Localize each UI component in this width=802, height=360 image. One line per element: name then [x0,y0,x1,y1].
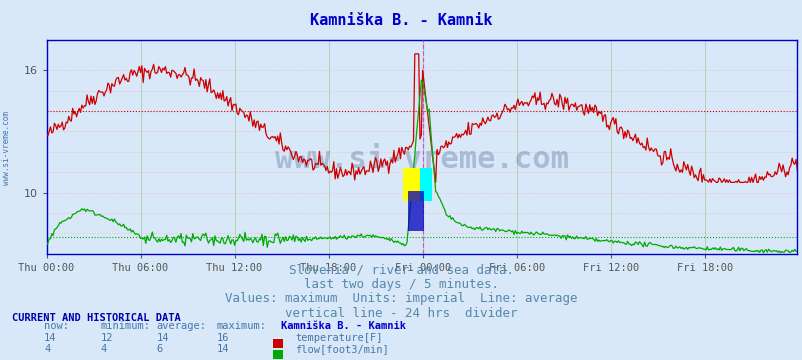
Text: 14: 14 [217,344,229,354]
Text: flow[foot3/min]: flow[foot3/min] [295,344,389,354]
Text: 12: 12 [100,333,113,343]
Text: maximum:: maximum: [217,321,266,332]
Text: 4: 4 [44,344,51,354]
Bar [407,190,423,231]
Bar [419,168,431,201]
Text: last two days / 5 minutes.: last two days / 5 minutes. [304,278,498,291]
Bar [403,168,419,201]
Text: CURRENT AND HISTORICAL DATA: CURRENT AND HISTORICAL DATA [12,313,180,323]
Text: www.si-vreme.com: www.si-vreme.com [2,111,11,185]
Text: minimum:: minimum: [100,321,150,332]
Text: 14: 14 [156,333,169,343]
Text: now:: now: [44,321,69,332]
Text: 16: 16 [217,333,229,343]
Text: 14: 14 [44,333,57,343]
Text: Slovenia / river and sea data.: Slovenia / river and sea data. [289,264,513,276]
Text: Kamniška B. - Kamnik: Kamniška B. - Kamnik [281,321,406,332]
Text: 4: 4 [100,344,107,354]
Text: temperature[F]: temperature[F] [295,333,383,343]
Text: www.si-vreme.com: www.si-vreme.com [274,145,569,174]
Text: Values: maximum  Units: imperial  Line: average: Values: maximum Units: imperial Line: av… [225,292,577,305]
Text: Kamniška B. - Kamnik: Kamniška B. - Kamnik [310,13,492,28]
Text: average:: average: [156,321,206,332]
Text: vertical line - 24 hrs  divider: vertical line - 24 hrs divider [285,307,517,320]
Text: 6: 6 [156,344,163,354]
